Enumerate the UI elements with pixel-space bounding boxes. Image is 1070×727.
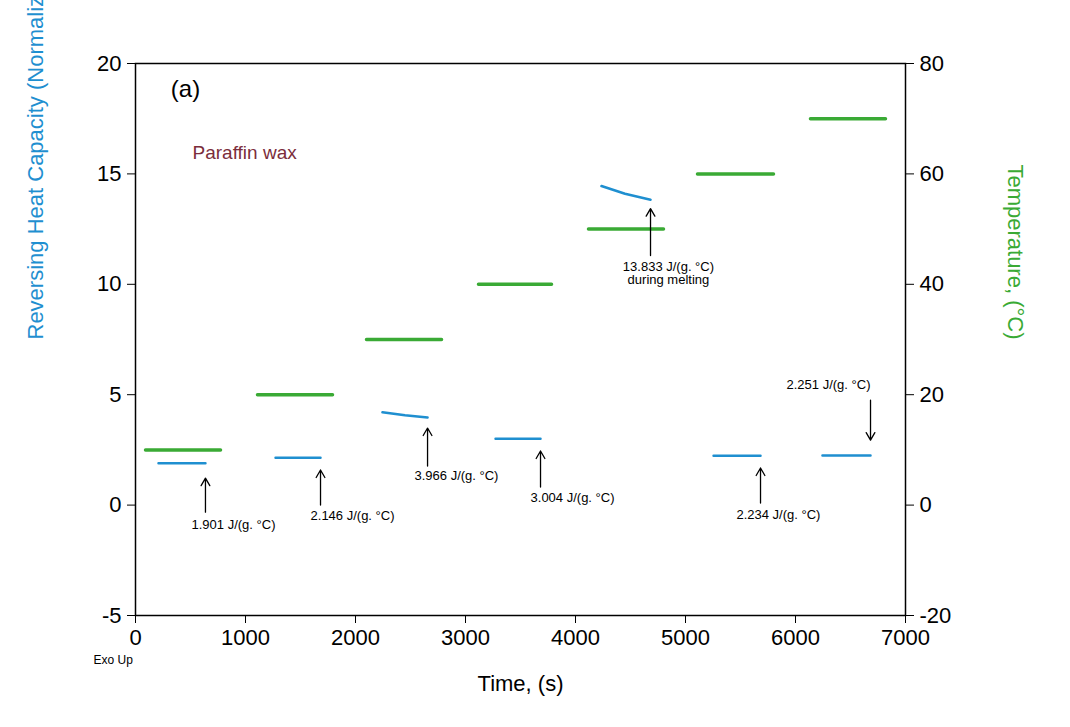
svg-text:Temperature, (°C): Temperature, (°C) xyxy=(1003,164,1028,339)
svg-text:Exo Up: Exo Up xyxy=(94,653,134,667)
svg-text:15: 15 xyxy=(97,161,121,186)
svg-text:13.833 J/(g. °C)during melting: 13.833 J/(g. °C)during melting xyxy=(623,259,714,287)
svg-text:7000: 7000 xyxy=(881,625,930,650)
svg-text:Paraffin wax: Paraffin wax xyxy=(193,142,298,163)
svg-text:2.251 J/(g. °C): 2.251 J/(g. °C) xyxy=(787,377,871,392)
svg-text:0: 0 xyxy=(109,492,121,517)
svg-text:2.234 J/(g. °C): 2.234 J/(g. °C) xyxy=(736,507,820,522)
svg-text:0: 0 xyxy=(129,625,141,650)
svg-text:(a): (a) xyxy=(171,75,200,102)
svg-text:2000: 2000 xyxy=(331,625,380,650)
svg-text:2.146 J/(g. °C): 2.146 J/(g. °C) xyxy=(311,508,395,523)
svg-text:3.966 J/(g. °C): 3.966 J/(g. °C) xyxy=(414,468,498,483)
svg-text:5: 5 xyxy=(109,382,121,407)
svg-text:Reversing Heat Capacity (Norma: Reversing Heat Capacity (Normalized) (J/… xyxy=(23,0,48,340)
svg-text:60: 60 xyxy=(920,161,944,186)
svg-text:20: 20 xyxy=(920,382,944,407)
svg-text:10: 10 xyxy=(97,271,121,296)
svg-text:Time, (s): Time, (s) xyxy=(478,671,564,696)
svg-text:5000: 5000 xyxy=(661,625,710,650)
svg-text:0: 0 xyxy=(920,492,932,517)
svg-text:20: 20 xyxy=(97,51,121,76)
svg-text:1.901 J/(g. °C): 1.901 J/(g. °C) xyxy=(192,517,276,532)
svg-text:3000: 3000 xyxy=(441,625,490,650)
svg-text:-5: -5 xyxy=(102,603,122,628)
svg-text:3.004 J/(g. °C): 3.004 J/(g. °C) xyxy=(531,490,615,505)
svg-text:4000: 4000 xyxy=(551,625,600,650)
svg-text:-20: -20 xyxy=(920,603,952,628)
svg-text:80: 80 xyxy=(920,51,944,76)
svg-text:40: 40 xyxy=(920,271,944,296)
svg-text:6000: 6000 xyxy=(771,625,820,650)
svg-text:1000: 1000 xyxy=(221,625,270,650)
